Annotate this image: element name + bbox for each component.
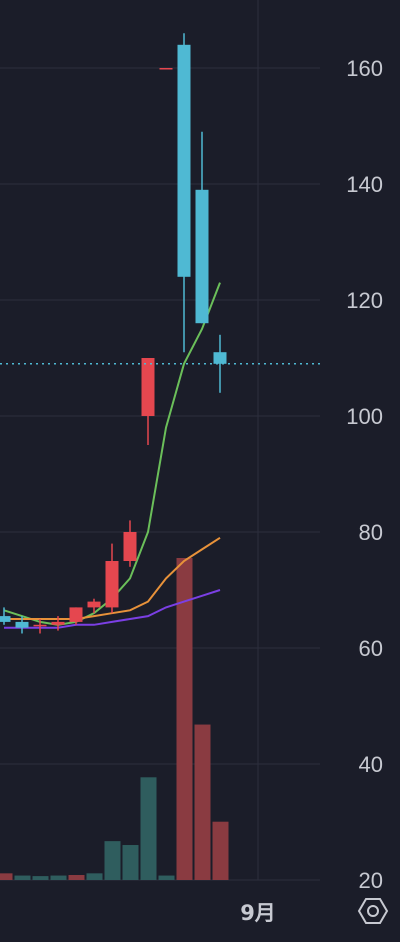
candle bbox=[177, 33, 191, 353]
candle bbox=[105, 543, 119, 614]
candle bbox=[141, 358, 155, 445]
volume-bar bbox=[122, 845, 139, 880]
volume-bar bbox=[32, 876, 49, 880]
x-axis: 9月 bbox=[240, 901, 276, 925]
candle-body bbox=[177, 44, 191, 277]
volume-bar bbox=[158, 875, 175, 880]
candle bbox=[0, 607, 11, 625]
candle-body bbox=[0, 616, 11, 622]
volume-bar bbox=[0, 873, 13, 880]
candle-body bbox=[105, 561, 119, 608]
volume-bar bbox=[68, 875, 85, 880]
candle-body bbox=[15, 621, 29, 628]
candle bbox=[69, 607, 83, 625]
candle bbox=[15, 616, 29, 634]
y-tick-label: 80 bbox=[359, 520, 383, 545]
candle bbox=[87, 598, 101, 614]
y-axis: 20 40 60 80 100 120 140 160 bbox=[346, 56, 383, 893]
candle-body bbox=[195, 189, 209, 324]
volume-bar bbox=[104, 841, 121, 880]
candle bbox=[51, 616, 65, 631]
volume-bars bbox=[0, 558, 229, 880]
candle-body bbox=[213, 352, 227, 364]
candle bbox=[195, 131, 209, 324]
candle-body bbox=[123, 532, 137, 561]
y-tick-label: 120 bbox=[346, 288, 383, 313]
candle bbox=[33, 619, 47, 634]
candle-body bbox=[159, 68, 173, 70]
volume-bar bbox=[176, 558, 193, 880]
volume-bar bbox=[140, 777, 157, 880]
volume-bar bbox=[212, 821, 229, 880]
y-tick-label: 40 bbox=[359, 752, 383, 777]
candle bbox=[123, 520, 137, 567]
candle bbox=[213, 334, 227, 393]
y-tick-label: 160 bbox=[346, 56, 383, 81]
candle-body bbox=[87, 601, 101, 608]
y-tick-label: 20 bbox=[359, 868, 383, 893]
candle-body bbox=[69, 607, 83, 622]
candle-body bbox=[51, 621, 65, 625]
candles bbox=[0, 33, 227, 634]
candle-body bbox=[33, 624, 47, 627]
candle-body bbox=[141, 358, 155, 416]
y-tick-label: 60 bbox=[359, 636, 383, 661]
volume-bar bbox=[14, 875, 31, 880]
gear-icon[interactable] bbox=[357, 898, 389, 924]
x-tick-label: 9月 bbox=[240, 901, 276, 925]
candle bbox=[159, 68, 173, 70]
volume-bar bbox=[86, 873, 103, 880]
volume-bar bbox=[50, 875, 67, 880]
y-tick-label: 100 bbox=[346, 404, 383, 429]
grid-lines bbox=[0, 0, 320, 881]
y-tick-label: 140 bbox=[346, 172, 383, 197]
volume-bar bbox=[194, 724, 211, 880]
